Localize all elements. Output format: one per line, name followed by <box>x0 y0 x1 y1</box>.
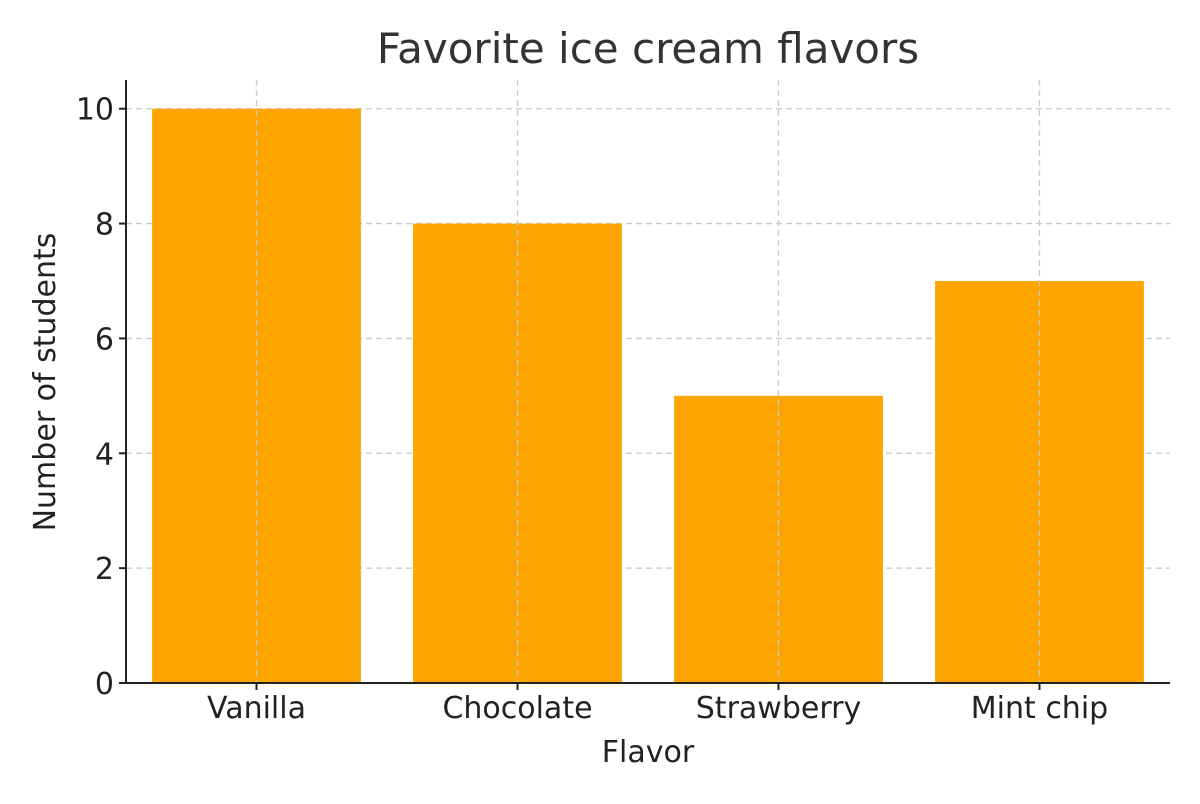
x-tick-label: Strawberry <box>696 691 861 726</box>
y-axis-label: Number of students <box>28 233 63 532</box>
x-ticks: Vanilla Chocolate Strawberry Mint chip <box>207 683 1108 726</box>
x-axis-label: Flavor <box>602 735 695 770</box>
x-tick-label: Chocolate <box>442 691 592 726</box>
vertical-grid-lines <box>255 80 1041 683</box>
y-tick-label: 8 <box>95 208 114 243</box>
y-tick-label: 2 <box>95 552 114 587</box>
bar-strawberry <box>674 395 883 683</box>
x-tick-label: Mint chip <box>971 691 1108 726</box>
y-tick-label: 0 <box>95 667 114 702</box>
y-tick-label: 10 <box>76 93 114 128</box>
y-tick-label: 6 <box>95 322 114 357</box>
y-tick-label: 4 <box>95 437 114 472</box>
x-tick-label: Vanilla <box>207 691 306 726</box>
y-ticks: 0 2 4 6 8 10 <box>76 93 126 702</box>
bars <box>152 108 1144 684</box>
chart-title: Favorite ice cream flavors <box>377 24 919 73</box>
